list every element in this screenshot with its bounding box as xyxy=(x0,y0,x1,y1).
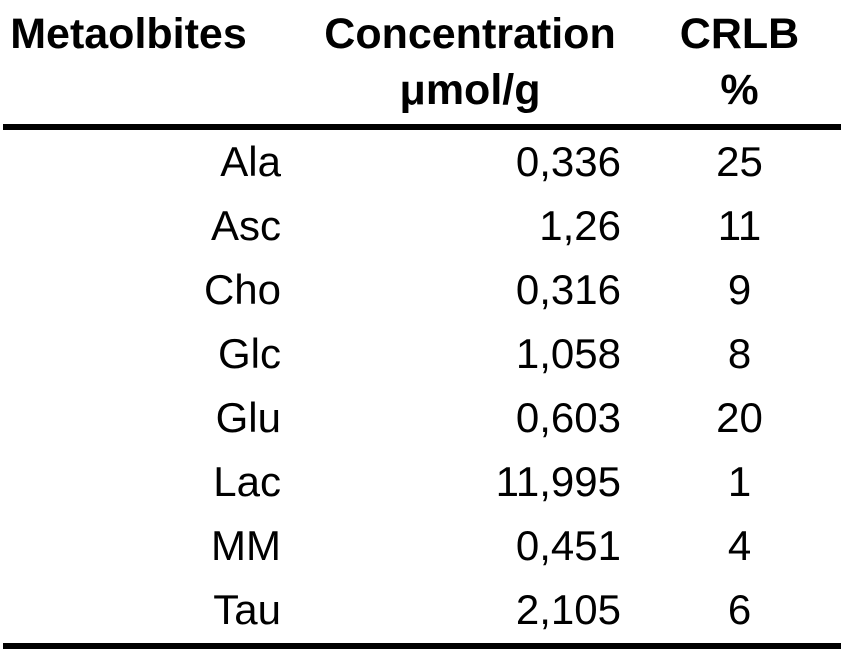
crlb-value: 9 xyxy=(727,266,752,313)
table-row: Lac 11,995 1 xyxy=(0,450,844,514)
metabolite-name: Tau xyxy=(213,586,281,633)
crlb-value: 20 xyxy=(716,394,763,441)
crlb-value: 1 xyxy=(727,458,752,505)
concentration-value: 1,058 xyxy=(515,330,621,377)
table-row: Glu 0,603 20 xyxy=(0,386,844,450)
bottom-rule xyxy=(3,643,841,649)
table-row: Asc 1,26 11 xyxy=(0,194,844,258)
concentration-value: 0,316 xyxy=(515,266,621,313)
header-concentration: Concentration xyxy=(324,10,616,58)
concentration-value: 11,995 xyxy=(495,458,621,505)
concentration-value: 0,451 xyxy=(515,522,621,569)
table-row: MM 0,451 4 xyxy=(0,514,844,578)
crlb-value: 25 xyxy=(716,138,763,185)
header-crlb: CRLB xyxy=(679,10,800,58)
concentration-value: 1,26 xyxy=(539,202,621,249)
metabolite-name: Glu xyxy=(215,394,281,441)
table-row: Ala 0,336 25 xyxy=(0,130,844,194)
crlb-value: 4 xyxy=(727,522,752,569)
header-concentration-units: μmol/g xyxy=(399,66,541,114)
header-metabolites: Metaolbites xyxy=(10,10,247,58)
metabolite-name: Glc xyxy=(218,330,281,377)
table-row: Cho 0,316 9 xyxy=(0,258,844,322)
table-header-row-2: μmol/g % xyxy=(0,62,844,118)
metabolite-name: Asc xyxy=(210,202,281,249)
concentration-value: 0,603 xyxy=(515,394,621,441)
crlb-value: 11 xyxy=(717,202,762,249)
header-rule xyxy=(3,124,841,130)
metabolite-name: Cho xyxy=(203,266,281,313)
metabolite-name: Ala xyxy=(220,138,281,185)
concentration-value: 0,336 xyxy=(515,138,621,185)
concentration-value: 2,105 xyxy=(515,586,621,633)
table-row: Glc 1,058 8 xyxy=(0,322,844,386)
metabolite-name: Lac xyxy=(213,458,281,505)
metabolite-name: MM xyxy=(211,522,281,569)
table-row: Tau 2,105 6 xyxy=(0,578,844,642)
crlb-value: 8 xyxy=(727,330,752,377)
header-crlb-units: % xyxy=(720,66,759,114)
table-header-row-1: Metaolbites Concentration CRLB xyxy=(0,6,844,62)
crlb-value: 6 xyxy=(727,586,752,633)
